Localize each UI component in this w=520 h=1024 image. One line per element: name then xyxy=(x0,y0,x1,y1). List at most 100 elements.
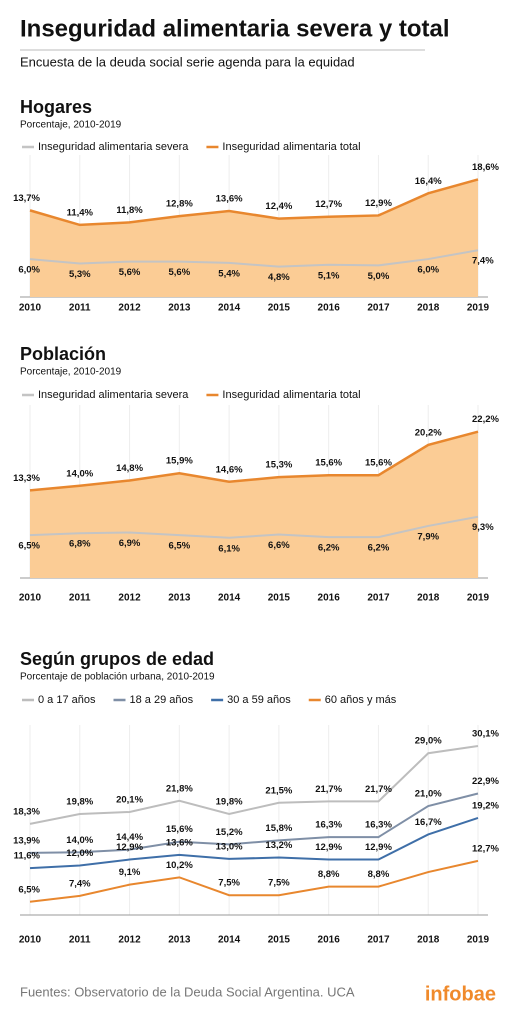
value-label: 12,7% xyxy=(472,843,499,854)
series-line xyxy=(29,515,479,539)
value-label: 12,9% xyxy=(116,842,143,853)
series-line xyxy=(29,178,479,227)
value-label: 12,8% xyxy=(166,199,193,210)
value-label: 6,0% xyxy=(18,265,40,276)
chart-title: Según grupos de edad xyxy=(20,649,214,669)
value-label: 5,6% xyxy=(169,267,191,278)
legend-label: 60 años y más xyxy=(325,694,397,706)
x-tick-label: 2017 xyxy=(367,303,390,314)
value-label: 5,6% xyxy=(119,267,141,278)
x-tick-label: 2013 xyxy=(168,935,191,946)
value-label: 15,8% xyxy=(265,823,292,834)
value-label: 15,6% xyxy=(365,458,392,469)
x-tick-label: 2012 xyxy=(118,303,141,314)
value-label: 14,4% xyxy=(116,832,143,843)
value-label: 16,4% xyxy=(415,176,442,187)
value-label: 7,9% xyxy=(417,531,439,542)
chart-title: Población xyxy=(20,344,106,364)
value-label: 18,6% xyxy=(472,162,499,173)
page-title: Inseguridad alimentaria severa y total xyxy=(20,15,450,42)
x-tick-label: 2018 xyxy=(417,303,440,314)
x-tick-label: 2011 xyxy=(69,935,91,946)
source: Fuentes: Observatorio de la Deuda Social… xyxy=(20,984,355,999)
value-label: 6,9% xyxy=(119,538,141,549)
value-label: 5,3% xyxy=(69,269,91,280)
value-label: 7,5% xyxy=(218,878,240,889)
x-tick-label: 2016 xyxy=(318,303,341,314)
legend-label: Inseguridad alimentaria total xyxy=(222,389,360,401)
value-label: 15,9% xyxy=(166,456,193,467)
value-label: 15,2% xyxy=(216,827,243,838)
value-label: 12,0% xyxy=(66,848,93,859)
value-label: 6,2% xyxy=(318,543,340,554)
x-tick-label: 2018 xyxy=(417,593,440,604)
value-label: 13,0% xyxy=(216,841,243,852)
value-label: 12,7% xyxy=(315,199,342,210)
value-label: 13,9% xyxy=(13,835,40,846)
page-subtitle: Encuesta de la deuda social serie agenda… xyxy=(20,54,355,69)
value-label: 18,3% xyxy=(13,806,40,817)
x-tick-label: 2015 xyxy=(268,935,291,946)
x-tick-label: 2015 xyxy=(268,593,291,604)
value-label: 14,6% xyxy=(216,464,243,475)
value-label: 12,9% xyxy=(365,198,392,209)
value-label: 16,7% xyxy=(415,817,442,828)
value-label: 9,1% xyxy=(119,867,141,878)
x-tick-label: 2014 xyxy=(218,303,241,314)
value-label: 6,0% xyxy=(417,265,439,276)
value-label: 8,8% xyxy=(368,869,390,880)
value-label: 14,0% xyxy=(66,468,93,479)
value-label: 21,7% xyxy=(315,784,342,795)
value-label: 11,6% xyxy=(14,851,41,862)
value-label: 30,1% xyxy=(472,728,499,739)
x-tick-label: 2019 xyxy=(467,303,490,314)
area xyxy=(30,179,478,297)
chart-title: Hogares xyxy=(20,97,92,117)
value-label: 7,5% xyxy=(268,878,290,889)
value-label: 22,2% xyxy=(472,414,499,425)
x-tick-label: 2018 xyxy=(417,935,440,946)
value-label: 20,2% xyxy=(415,427,442,438)
series-line xyxy=(29,859,479,903)
value-label: 13,6% xyxy=(166,837,193,848)
value-label: 21,8% xyxy=(166,783,193,794)
value-label: 9,3% xyxy=(472,522,494,533)
x-tick-label: 2016 xyxy=(318,935,341,946)
value-label: 21,0% xyxy=(415,789,442,800)
value-label: 13,3% xyxy=(13,473,40,484)
x-tick-label: 2011 xyxy=(69,303,91,314)
value-label: 4,8% xyxy=(268,272,290,283)
value-label: 7,4% xyxy=(472,256,494,267)
x-tick-label: 2013 xyxy=(168,303,191,314)
value-label: 19,8% xyxy=(216,796,243,807)
value-label: 16,3% xyxy=(315,820,342,831)
value-label: 19,8% xyxy=(66,796,93,807)
value-label: 14,0% xyxy=(66,835,93,846)
chart-subtitle: Porcentaje, 2010-2019 xyxy=(20,367,122,378)
value-label: 11,8% xyxy=(116,205,143,216)
value-label: 12,4% xyxy=(265,201,292,212)
value-label: 20,1% xyxy=(116,795,143,806)
x-tick-label: 2011 xyxy=(69,593,91,604)
x-tick-label: 2012 xyxy=(118,593,141,604)
x-tick-label: 2014 xyxy=(218,593,241,604)
x-tick-label: 2017 xyxy=(367,935,390,946)
value-label: 13,2% xyxy=(265,840,292,851)
legend-label: 30 a 59 años xyxy=(227,694,291,706)
value-label: 6,2% xyxy=(368,543,390,554)
value-label: 7,4% xyxy=(69,878,91,889)
value-label: 21,7% xyxy=(365,784,392,795)
value-label: 15,6% xyxy=(315,458,342,469)
value-label: 22,9% xyxy=(472,776,499,787)
series-line xyxy=(29,816,479,870)
value-label: 16,3% xyxy=(365,820,392,831)
value-label: 12,9% xyxy=(315,842,342,853)
x-tick-label: 2017 xyxy=(367,593,390,604)
value-label: 15,6% xyxy=(166,824,193,835)
value-label: 5,0% xyxy=(368,271,390,282)
x-tick-label: 2010 xyxy=(19,935,42,946)
value-label: 8,8% xyxy=(318,869,340,880)
value-label: 6,1% xyxy=(218,543,240,554)
x-tick-label: 2010 xyxy=(19,593,42,604)
